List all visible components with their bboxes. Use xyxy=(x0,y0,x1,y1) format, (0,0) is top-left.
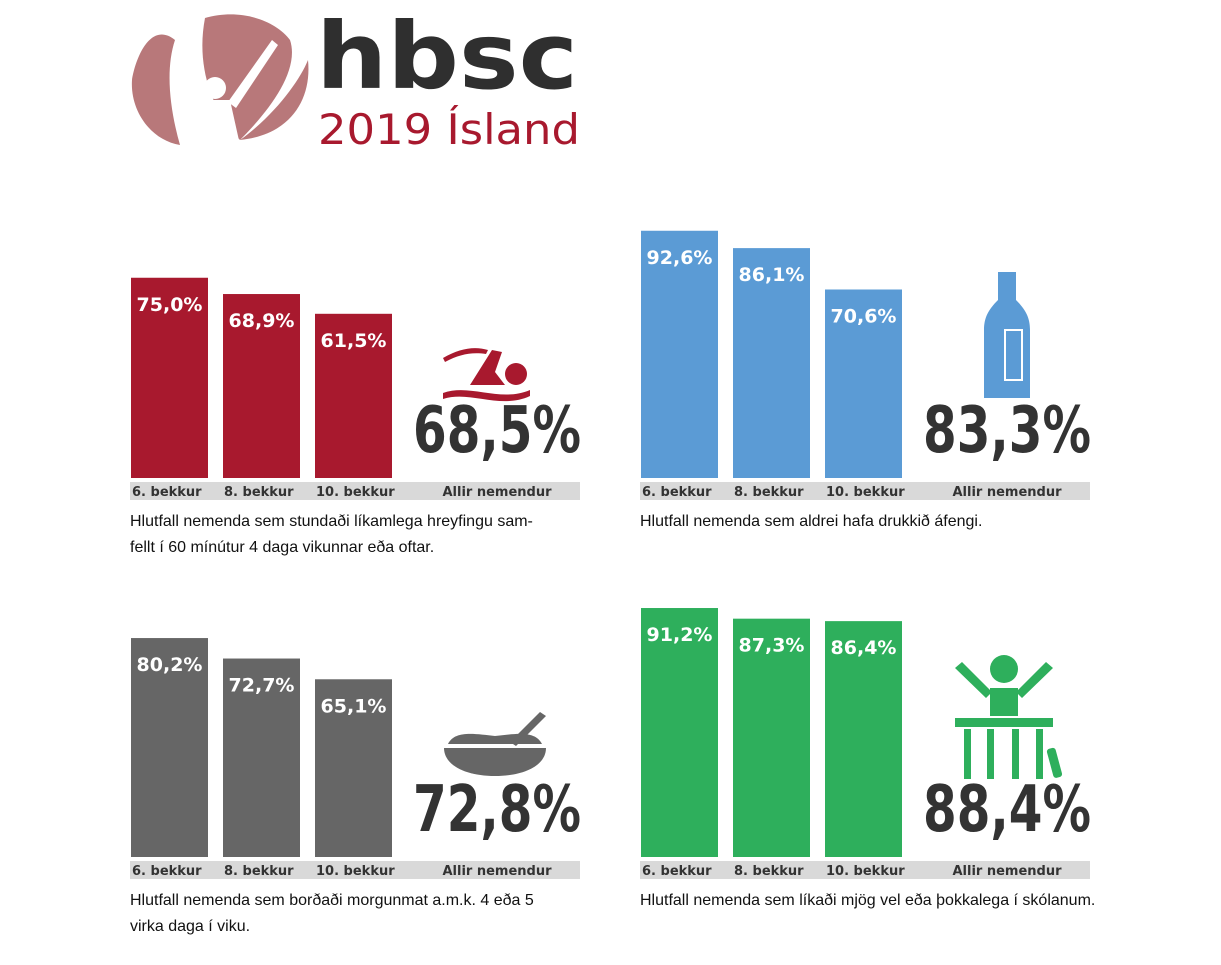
bar xyxy=(131,638,208,857)
value-label: 86,1% xyxy=(739,264,805,286)
bar xyxy=(733,248,810,478)
category-label: 10. bekkur xyxy=(826,485,905,500)
bar xyxy=(825,289,902,478)
category-band xyxy=(130,861,580,879)
value-label: 68,9% xyxy=(229,310,295,332)
total-label: Allir nemendur xyxy=(952,864,1062,879)
value-label: 61,5% xyxy=(321,330,387,352)
category-label: 10. bekkur xyxy=(316,485,395,500)
category-band xyxy=(130,482,580,500)
value-label: 92,6% xyxy=(647,247,713,269)
category-label: 6. bekkur xyxy=(132,485,202,500)
student-icon xyxy=(955,655,1063,779)
total-value: 88,4% xyxy=(923,773,1091,847)
logo-mark xyxy=(131,14,309,145)
logo-text: hbsc xyxy=(316,3,578,110)
bar xyxy=(223,294,300,478)
category-label: 6. bekkur xyxy=(642,864,712,879)
category-band xyxy=(640,482,1090,500)
value-label: 86,4% xyxy=(831,637,897,659)
caption: Hlutfall nemenda sem líkaði mjög vel eða… xyxy=(640,892,1095,909)
total-label: Allir nemendur xyxy=(442,864,552,879)
total-value: 83,3% xyxy=(923,394,1091,468)
value-label: 91,2% xyxy=(647,624,713,646)
value-label: 87,3% xyxy=(739,635,805,657)
total-label: Allir nemendur xyxy=(442,485,552,500)
total-value: 72,8% xyxy=(413,773,581,847)
swim-icon xyxy=(443,348,530,402)
caption: Hlutfall nemenda sem aldrei hafa drukkið… xyxy=(640,513,982,530)
caption: Hlutfall nemenda sem borðaði morgunmat a… xyxy=(130,892,534,909)
value-label: 75,0% xyxy=(137,294,203,316)
value-label: 70,6% xyxy=(831,305,897,327)
bar xyxy=(641,230,718,478)
total-label: Allir nemendur xyxy=(952,485,1062,500)
category-label: 8. bekkur xyxy=(224,485,294,500)
logo-subtitle: 2019 Ísland xyxy=(318,104,580,154)
bar xyxy=(733,618,810,857)
bar xyxy=(315,679,392,857)
category-label: 10. bekkur xyxy=(826,864,905,879)
category-band xyxy=(640,861,1090,879)
category-label: 8. bekkur xyxy=(734,864,804,879)
caption: Hlutfall nemenda sem stundaði líkamlega … xyxy=(130,513,533,530)
value-label: 72,7% xyxy=(229,675,295,697)
bar xyxy=(825,621,902,857)
bar xyxy=(131,277,208,478)
category-label: 6. bekkur xyxy=(132,864,202,879)
total-value: 68,5% xyxy=(413,394,581,468)
bar xyxy=(641,608,718,857)
caption: fellt í 60 mínútur 4 daga vikunnar eða o… xyxy=(130,539,434,556)
category-label: 8. bekkur xyxy=(224,864,294,879)
category-label: 10. bekkur xyxy=(316,864,395,879)
value-label: 65,1% xyxy=(321,695,387,717)
caption: virka daga í viku. xyxy=(130,918,250,935)
category-label: 6. bekkur xyxy=(642,485,712,500)
bowl-icon xyxy=(444,712,546,776)
bottle-icon xyxy=(984,272,1030,398)
bar xyxy=(223,658,300,857)
value-label: 80,2% xyxy=(137,654,203,676)
category-label: 8. bekkur xyxy=(734,485,804,500)
bar xyxy=(315,313,392,478)
